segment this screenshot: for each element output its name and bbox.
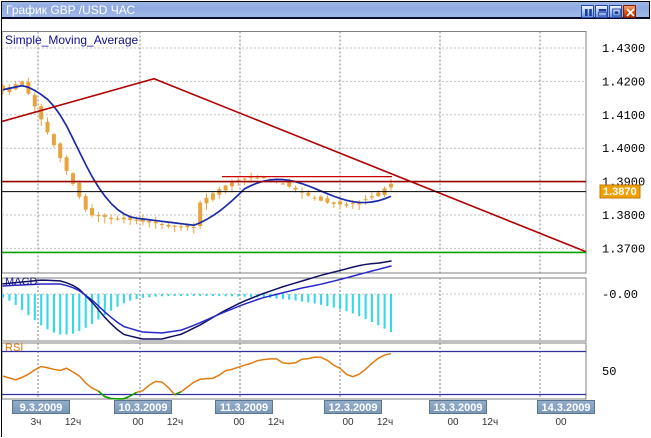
svg-text:1.4100: 1.4100 xyxy=(602,109,645,123)
svg-text:RSI: RSI xyxy=(5,342,23,354)
svg-text:1.4000: 1.4000 xyxy=(602,142,645,156)
svg-text:1.3870: 1.3870 xyxy=(603,186,637,198)
svg-text:1.4200: 1.4200 xyxy=(602,75,645,89)
svg-text:1.3700: 1.3700 xyxy=(602,242,645,256)
svg-text:Simple_Moving_Average: Simple_Moving_Average xyxy=(5,33,139,47)
svg-text:-0.00: -0.00 xyxy=(602,288,638,302)
svg-text:50: 50 xyxy=(602,365,616,379)
svg-text:MACD: MACD xyxy=(5,276,37,288)
svg-text:1.4300: 1.4300 xyxy=(602,42,645,56)
svg-text:1.3800: 1.3800 xyxy=(602,209,645,223)
